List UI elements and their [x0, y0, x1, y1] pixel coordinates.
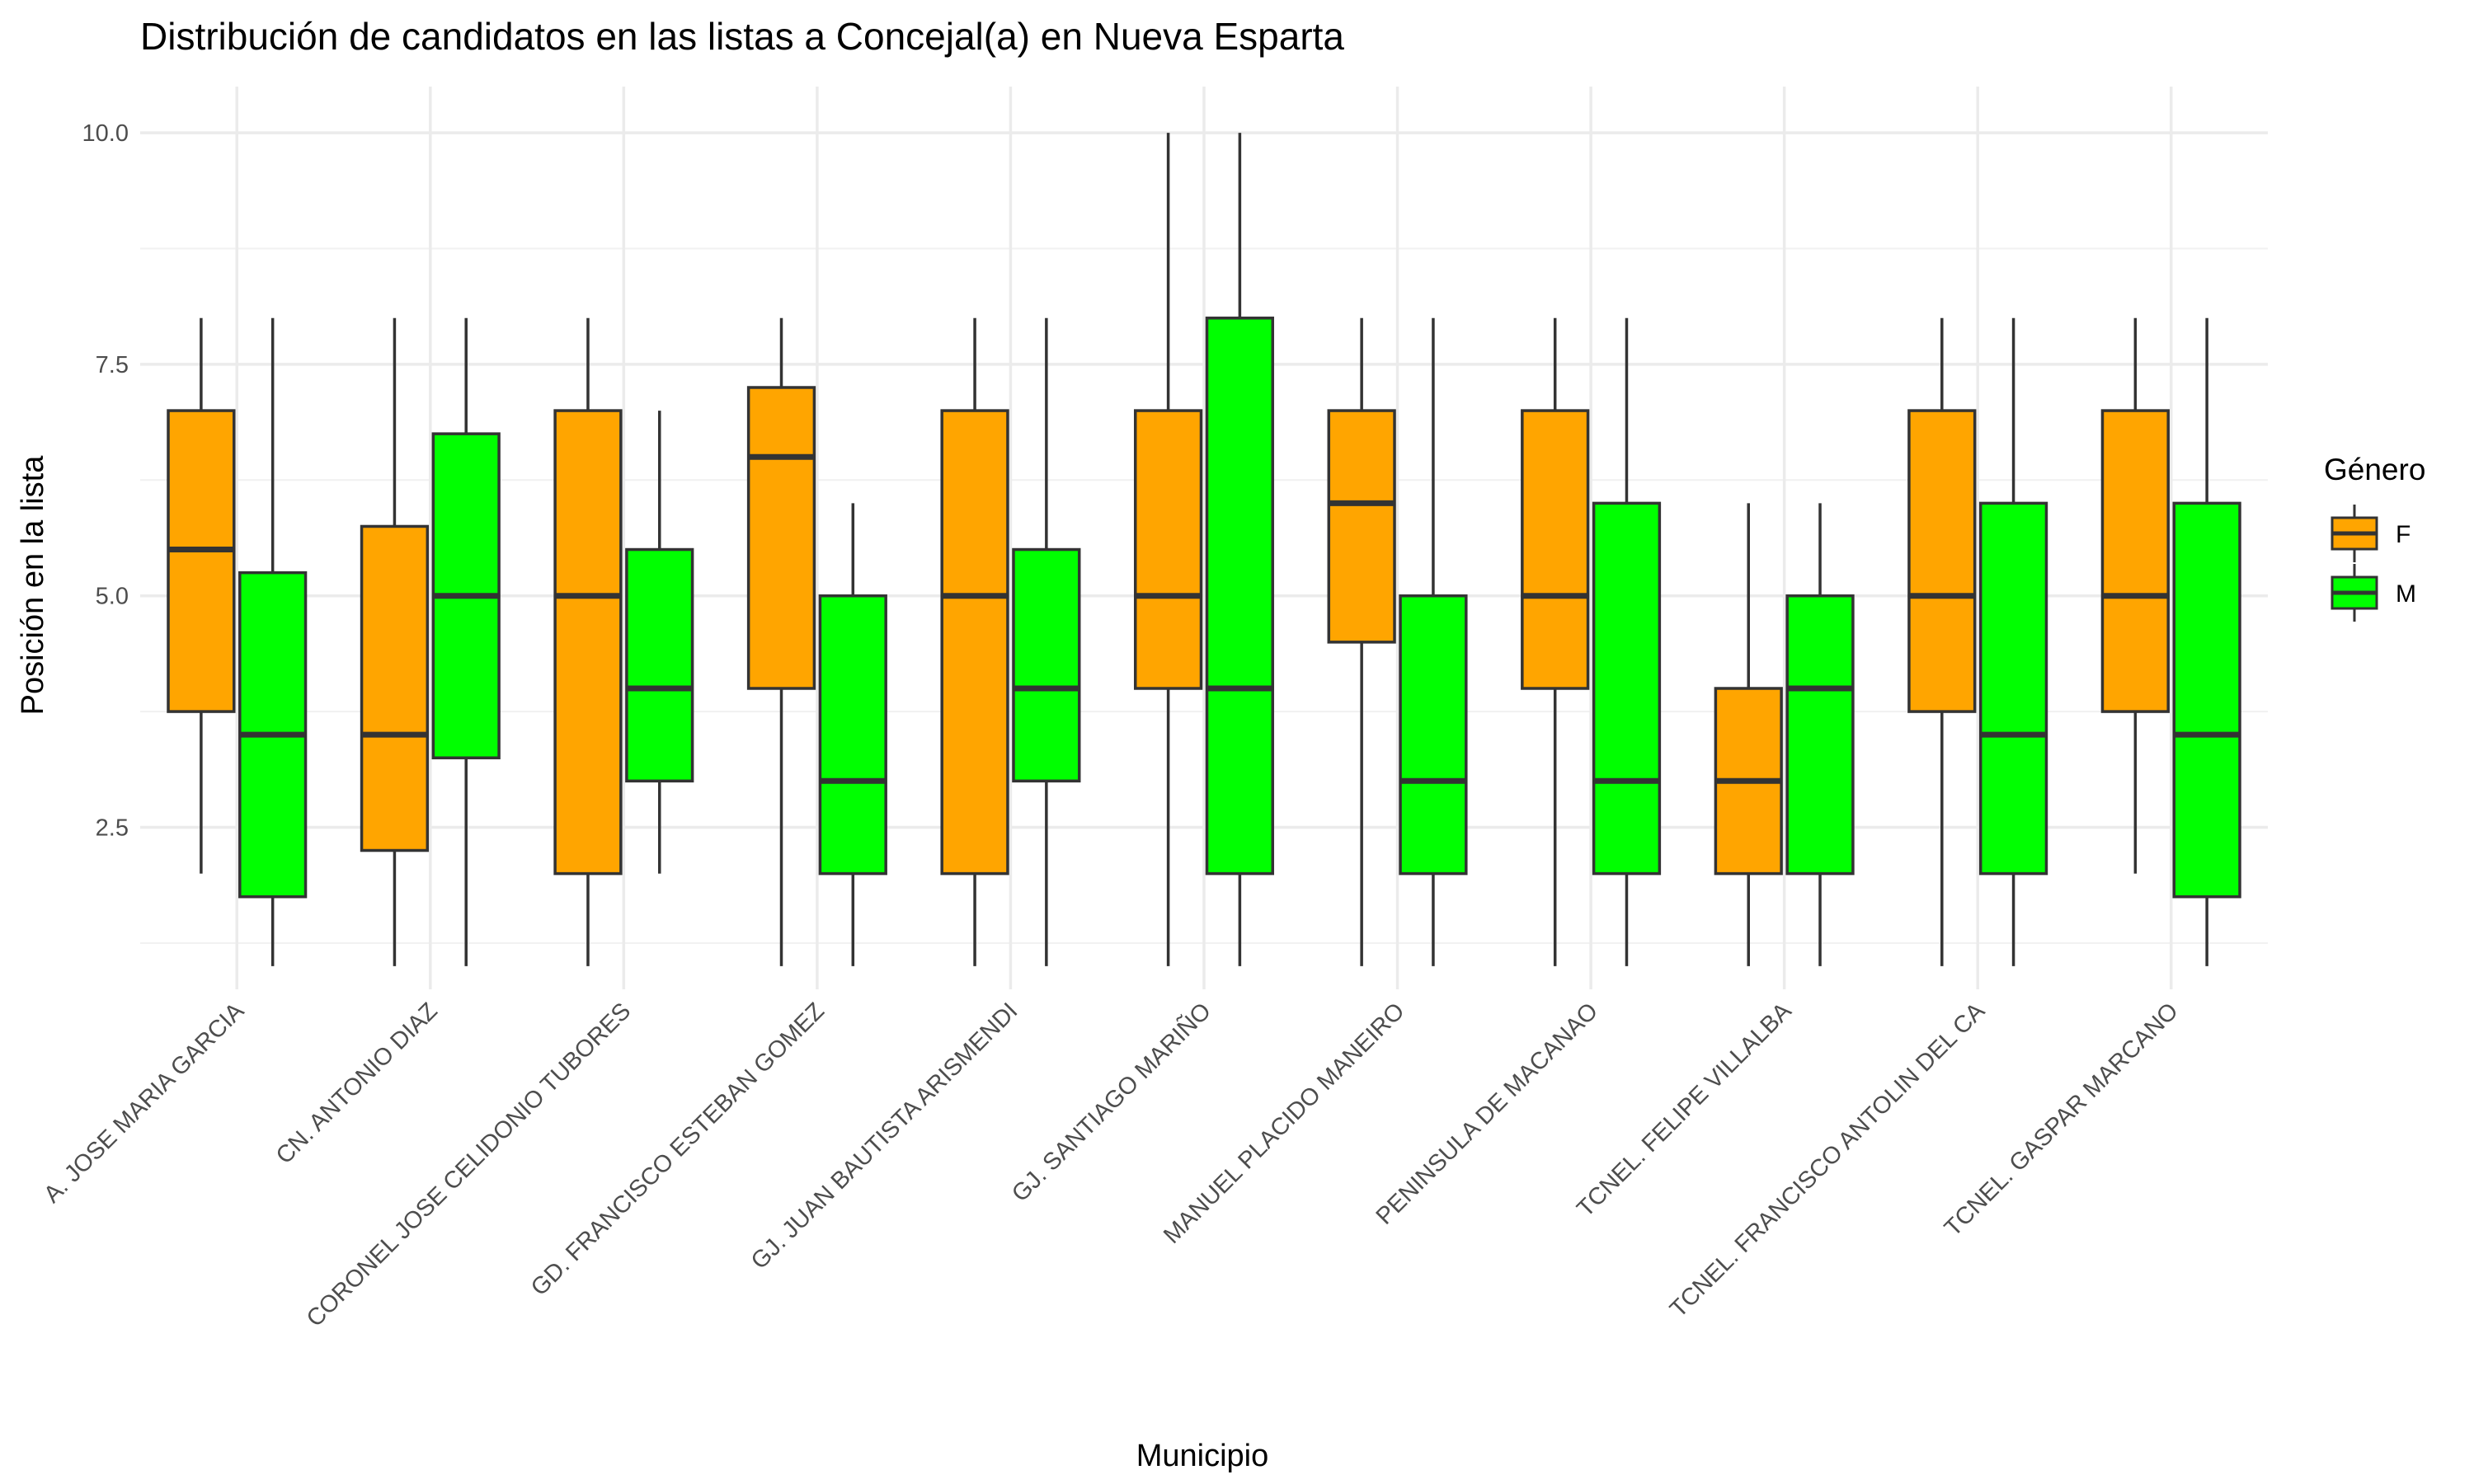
box-body-F-3: [746, 386, 816, 690]
x-tick-label-0: A. JOSE MARIA GARCIA: [39, 998, 250, 1209]
box-F-0: [167, 317, 236, 874]
y-axis-title: Posición en la lista: [16, 455, 50, 716]
legend-title: Género: [2324, 453, 2425, 486]
legend-item-M: M: [2331, 564, 2416, 622]
box-body-F-4: [940, 409, 1009, 876]
box-body-F-7: [1521, 409, 1590, 690]
box-F-9: [1907, 317, 1977, 966]
box-body-F-2: [553, 409, 623, 876]
box-body-F-0: [167, 409, 236, 713]
box-body-F-1: [360, 524, 430, 852]
box-body-M-6: [1399, 594, 1468, 876]
box-F-10: [2100, 317, 2170, 874]
x-tick-label-1: CN. ANTONIO DIAZ: [271, 998, 443, 1169]
box-body-F-9: [1907, 409, 1977, 713]
box-F-6: [1327, 317, 1396, 966]
box-M-4: [1012, 317, 1081, 966]
box-body-M-8: [1785, 594, 1855, 876]
box-M-6: [1399, 317, 1468, 966]
box-M-0: [238, 317, 308, 966]
legend-item-F: F: [2331, 505, 2411, 562]
box-body-M-4: [1012, 547, 1081, 783]
legend-items: FM: [2331, 505, 2416, 622]
legend: Género FM: [2324, 453, 2425, 622]
y-axis-ticks: 2.5 5.0 7.5 10.0: [82, 120, 129, 841]
box-M-1: [431, 317, 501, 966]
box-M-5: [1205, 133, 1275, 966]
box-F-1: [360, 317, 430, 966]
box-body-M-7: [1592, 501, 1662, 876]
box-M-2: [625, 411, 694, 874]
box-M-7: [1592, 317, 1662, 966]
x-tick-label-10: TCNEL. GASPAR MARCANO: [1940, 998, 2184, 1242]
box-F-5: [1133, 133, 1203, 966]
box-F-2: [553, 317, 623, 966]
x-axis-title: Municipio: [1136, 1439, 1269, 1473]
legend-label-F: F: [2396, 521, 2411, 548]
x-tick-label-7: PENINSULA DE MACANAO: [1371, 998, 1603, 1229]
y-tick-label-1: 5.0: [96, 584, 129, 610]
chart-title: Distribución de candidatos en las listas…: [140, 15, 1344, 58]
y-tick-label-0: 2.5: [96, 815, 129, 841]
box-body-F-6: [1327, 409, 1396, 644]
box-body-F-5: [1133, 409, 1203, 690]
box-body-F-10: [2100, 409, 2170, 713]
x-tick-label-2: CORONEL JOSE CELIDONIO TUBORES: [302, 998, 636, 1331]
box-M-9: [1978, 317, 2048, 966]
y-tick-label-3: 10.0: [82, 120, 129, 147]
box-F-7: [1521, 317, 1590, 966]
box-M-8: [1785, 503, 1855, 966]
box-body-M-3: [818, 594, 887, 876]
y-tick-label-2: 7.5: [96, 352, 129, 378]
x-tick-label-8: TCNEL. FELIPE VILLALBA: [1572, 998, 1797, 1223]
box-body-M-2: [625, 547, 694, 783]
box-M-10: [2172, 317, 2241, 966]
box-body-M-10: [2172, 501, 2241, 899]
box-body-M-9: [1978, 501, 2048, 876]
x-tick-label-9: TCNEL. FRANCISCO ANTOLIN DEL CA: [1665, 998, 1991, 1323]
box-body-M-5: [1205, 317, 1275, 876]
x-axis-ticks: A. JOSE MARIA GARCIA CN. ANTONIO DIAZCORO…: [39, 997, 2184, 1332]
x-tick-label-5: GJ. SANTIAGO MARIÑO: [1006, 997, 1216, 1207]
box-M-3: [818, 503, 887, 966]
boxes-layer: [167, 133, 2241, 966]
box-F-4: [940, 317, 1009, 966]
box-F-8: [1714, 503, 1783, 966]
box-F-3: [746, 317, 816, 966]
legend-label-M: M: [2396, 580, 2416, 608]
